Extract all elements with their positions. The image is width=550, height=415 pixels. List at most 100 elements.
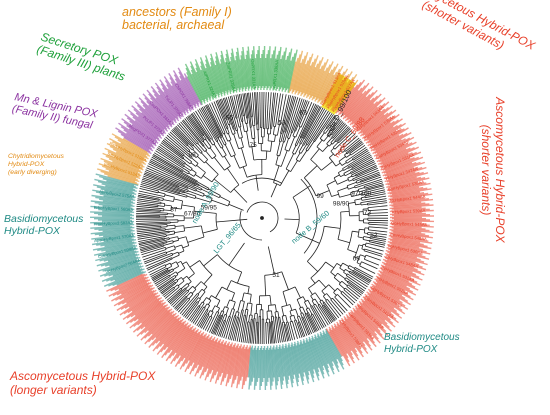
leaf-label-tick xyxy=(272,347,277,390)
leaf-label-tick xyxy=(389,204,434,210)
tree-leaf-branch xyxy=(334,296,348,312)
leaf-label-tick xyxy=(204,337,219,373)
tree-leaf-branch xyxy=(157,278,174,290)
tree-leaf-branch xyxy=(242,309,249,343)
leaf-label-tick xyxy=(220,54,232,95)
leaf-label-tick xyxy=(141,301,167,324)
leaf-label-tick xyxy=(146,100,173,128)
tree-leaf-branch xyxy=(189,306,201,322)
leaf-label-tick xyxy=(231,48,241,93)
tree-leaf-branch xyxy=(140,182,180,195)
leaf-label-tick xyxy=(140,306,171,335)
tree-leaf-branch xyxy=(160,281,176,294)
leaf-label-tick xyxy=(272,58,277,91)
leaf-label-tick xyxy=(220,50,232,92)
leaf-label-tick xyxy=(227,347,237,383)
leaf-label-tick xyxy=(336,79,359,110)
leaf-label-tick xyxy=(375,275,405,292)
tree-branch xyxy=(338,156,346,162)
leaf-label-tick xyxy=(148,315,178,348)
tree-branch xyxy=(274,304,277,312)
leaf-label-tick xyxy=(259,347,262,391)
leaf-label-tick xyxy=(269,345,274,382)
leaf-label-tick xyxy=(263,45,266,91)
leaf-label-tick xyxy=(96,238,134,246)
tree-branch xyxy=(205,161,219,175)
leaf-label-tick xyxy=(382,157,415,171)
tree-leaf-branch xyxy=(219,98,228,119)
leaf-label-tick xyxy=(253,46,257,89)
leaf-label-tick xyxy=(358,102,386,129)
leaf-label-tick xyxy=(137,302,164,326)
leaf-label-tick xyxy=(116,287,153,311)
tree-arc xyxy=(201,225,205,238)
tree-leaf-branch xyxy=(294,99,307,131)
tree-leaf-branch xyxy=(257,316,260,344)
tree-leaf-branch xyxy=(287,97,301,139)
tree-leaf-branch xyxy=(190,113,211,142)
leaf-label-tick xyxy=(366,297,399,324)
tree-branch xyxy=(165,228,176,230)
leaf-label-tick xyxy=(320,74,335,101)
leaf-label-tick xyxy=(368,120,395,141)
leaf-label-tick xyxy=(167,324,185,348)
tree-leaf-branch xyxy=(204,316,213,331)
leaf-label-tick xyxy=(375,137,411,157)
tree-branch xyxy=(300,313,303,318)
leaf-label-tick xyxy=(243,349,249,386)
tree-leaf-branch xyxy=(269,92,275,129)
tree-branch xyxy=(304,165,318,179)
tree-branch xyxy=(355,203,362,206)
leaf-label-tick xyxy=(388,238,424,246)
tree-leaf-branch xyxy=(338,129,353,144)
leaf-label-tick xyxy=(186,71,203,103)
leaf-label-tick xyxy=(160,321,185,353)
tree-branch xyxy=(253,138,256,147)
tree-branch xyxy=(178,186,189,191)
leaf-label-tick xyxy=(344,320,366,347)
tree-leaf-branch xyxy=(231,317,238,341)
leaf-label-tick xyxy=(288,61,297,94)
leaf-label-tick xyxy=(108,270,142,287)
leaf-label-tick xyxy=(116,270,147,286)
asco-longer-clade-label: Ascomycetous Hybrid-POX(longer variants) xyxy=(9,369,156,397)
tree-branch xyxy=(248,314,250,322)
tree-leaf-branch xyxy=(183,297,199,317)
leaf-label-asco: TrHyBpox1 539AA xyxy=(391,208,426,215)
leaf-label-tick xyxy=(331,325,354,360)
leaf-label-tick xyxy=(144,314,173,345)
tree-leaf-branch xyxy=(276,316,281,343)
tree-branch xyxy=(165,262,171,266)
tree-leaf-branch xyxy=(136,224,168,228)
leaf-label-tick xyxy=(372,132,408,155)
leaf-label-tick xyxy=(284,60,292,93)
leaf-label-tick xyxy=(304,66,316,96)
leaf-label-tick xyxy=(334,327,353,356)
leaf-label-tick xyxy=(362,296,389,317)
tree-leaf-branch xyxy=(175,296,188,310)
leaf-label-tick xyxy=(101,243,133,252)
leaf-label-tick xyxy=(163,318,184,345)
tree-branch xyxy=(332,141,336,145)
tree-branch xyxy=(289,304,293,311)
tree-arc xyxy=(268,140,275,142)
tree-branch xyxy=(233,188,248,203)
leaf-label-tick xyxy=(152,89,180,122)
tree-branch xyxy=(201,188,220,199)
tree-arc xyxy=(289,308,296,312)
tree-leaf-branch xyxy=(368,209,388,212)
leaf-label-tick xyxy=(190,69,206,100)
tree-branch xyxy=(203,274,213,285)
tree-leaf-branch xyxy=(312,313,322,330)
leaf-label-tick xyxy=(250,349,254,386)
leaf-label-tick xyxy=(99,262,139,277)
tree-leaf-branch xyxy=(215,100,228,129)
tree-branch xyxy=(270,183,278,198)
leaf-label-tick xyxy=(391,220,422,224)
tree-branch xyxy=(167,224,175,227)
tree-leaf-branch xyxy=(145,169,189,188)
leaf-label-tick xyxy=(391,214,431,217)
leaf-label-tick xyxy=(389,232,433,239)
tree-leaf-branch xyxy=(364,258,380,266)
tree-leaf-branch xyxy=(209,312,220,333)
